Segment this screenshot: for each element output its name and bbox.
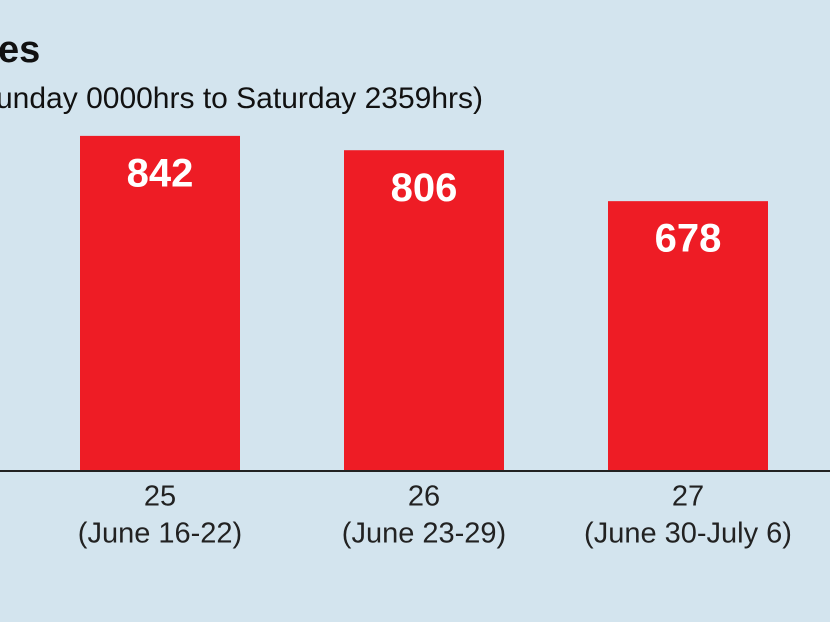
- x-tick-label: 25: [144, 481, 176, 513]
- chart-subtitle: unday 0000hrs to Saturday 2359hrs): [0, 82, 483, 115]
- x-tick-label: 26: [408, 481, 440, 513]
- x-tick-label: (June 16-22): [78, 518, 242, 550]
- bar: [80, 135, 240, 471]
- x-tick-label: 27: [672, 481, 704, 513]
- x-tick-label: (June 23-29): [342, 518, 506, 550]
- value-label: 678: [655, 217, 722, 261]
- value-label: 842: [127, 151, 194, 195]
- bar: [608, 201, 768, 471]
- value-label: 806: [391, 166, 458, 210]
- chart-title: es: [0, 29, 40, 71]
- bar: [344, 150, 504, 471]
- x-tick-label: (June 30-July 6): [584, 518, 792, 550]
